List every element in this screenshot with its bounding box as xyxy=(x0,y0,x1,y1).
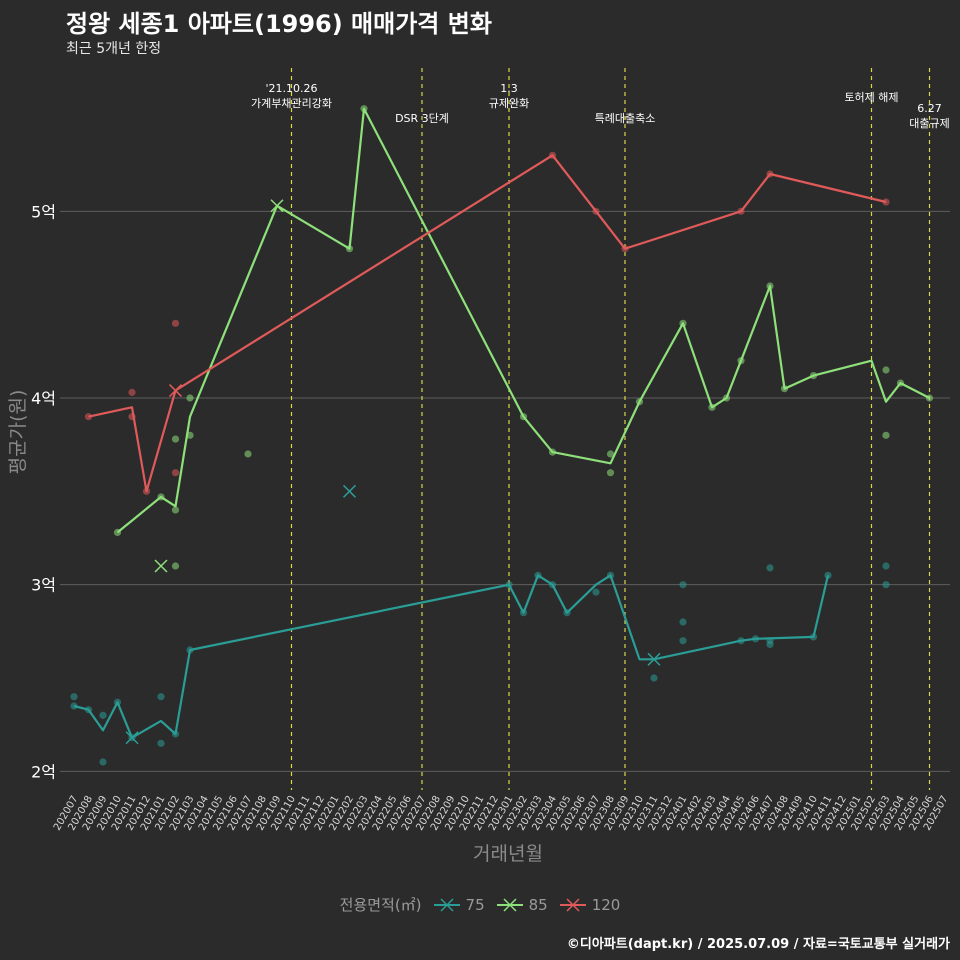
series-85 xyxy=(113,105,934,573)
legend-label-85: 85 xyxy=(528,895,548,914)
y-tick-label: 5억 xyxy=(31,202,56,221)
data-point xyxy=(186,394,194,402)
legend-label-75: 75 xyxy=(465,895,485,914)
series-line xyxy=(73,574,830,739)
data-point xyxy=(171,435,180,443)
legend-key-85 xyxy=(496,897,523,912)
data-point xyxy=(606,450,615,458)
cross-marker xyxy=(270,199,284,213)
data-point xyxy=(244,450,252,458)
data-point xyxy=(650,674,658,682)
event-label: '21.10.26 가계부채관리강화 xyxy=(251,82,332,110)
y-tick-label: 4억 xyxy=(31,389,56,408)
data-point xyxy=(882,581,890,589)
series-line xyxy=(88,154,887,493)
data-point xyxy=(99,758,107,766)
data-point xyxy=(679,581,687,589)
data-point xyxy=(766,640,774,649)
data-point xyxy=(157,693,165,701)
data-point xyxy=(882,431,890,439)
series-line xyxy=(116,107,931,534)
cross-marker xyxy=(125,731,139,745)
legend: 전용면적(㎡) 75 85 120 xyxy=(0,894,960,915)
event-label: DSR 3단계 xyxy=(395,112,449,125)
cross-marker xyxy=(342,484,357,498)
data-point xyxy=(171,562,180,570)
y-tick-label: 2억 xyxy=(31,762,56,781)
legend-item-120: 120 xyxy=(558,895,621,914)
data-point xyxy=(882,562,890,570)
data-point xyxy=(157,739,165,747)
y-axis-label: 평균가(원) xyxy=(7,390,29,475)
event-label: 6.27 대출규제 xyxy=(909,102,949,130)
data-point xyxy=(99,711,107,719)
series-120 xyxy=(84,151,890,495)
y-tick-label: 3억 xyxy=(31,576,56,595)
credit-text: ©디아파트(dapt.kr) / 2025.07.09 / 자료=국토교통부 실… xyxy=(566,937,950,952)
data-point xyxy=(171,319,180,327)
data-point xyxy=(128,388,136,396)
series-75 xyxy=(70,484,890,766)
data-point xyxy=(882,366,890,374)
data-point xyxy=(171,469,180,477)
legend-key-120 xyxy=(559,897,586,912)
data-point xyxy=(70,693,78,701)
legend-title: 전용면적(㎡) xyxy=(339,896,422,914)
chart-title: 정왕 세종1 아파트(1996) 매매가격 변화 xyxy=(66,10,492,38)
data-point xyxy=(592,588,600,596)
series-group xyxy=(70,105,934,766)
data-point xyxy=(606,469,615,477)
event-label: 특례대출축소 xyxy=(595,112,656,125)
data-point xyxy=(679,618,687,626)
cross-marker xyxy=(154,559,168,573)
chart-subtitle: 최근 5개년 한정 xyxy=(66,41,162,57)
event-label: 1.3 규제완화 xyxy=(489,82,529,110)
cross-marker xyxy=(647,652,661,666)
legend-item-85: 85 xyxy=(495,896,548,914)
data-point xyxy=(766,564,774,572)
grid-lines xyxy=(60,210,950,772)
data-point xyxy=(171,506,180,514)
x-axis-label: 거래년월 xyxy=(473,843,543,865)
legend-key-75 xyxy=(433,897,460,912)
cross-marker xyxy=(168,384,183,398)
event-label: 토허제 해제 xyxy=(844,90,898,104)
axes: 2억3억4억5억20200720200820200920201020201120… xyxy=(31,202,951,832)
legend-label-120: 120 xyxy=(591,895,621,914)
data-point xyxy=(679,637,687,645)
legend-item-75: 75 xyxy=(432,896,485,914)
